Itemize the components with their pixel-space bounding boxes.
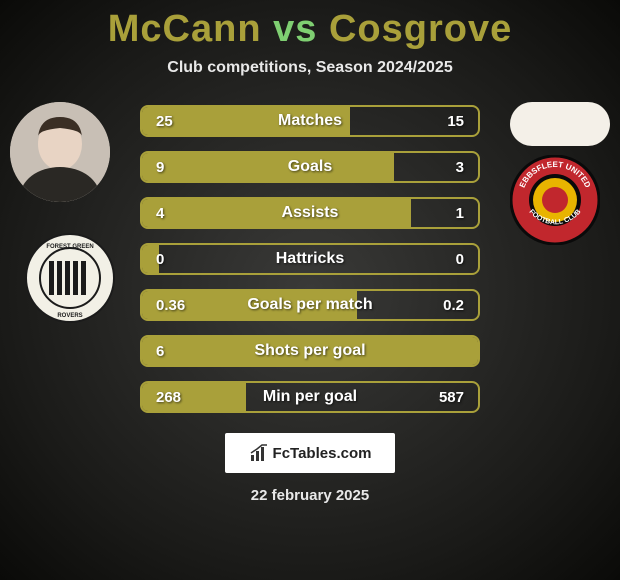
stat-right-value: 3 — [418, 159, 478, 176]
chart-icon — [249, 443, 269, 463]
stat-left-value: 6 — [142, 343, 202, 360]
subtitle: Club competitions, Season 2024/2025 — [0, 59, 620, 77]
fctables-label: FcTables.com — [273, 445, 372, 462]
stat-left-value: 0.36 — [142, 297, 202, 314]
player2-name: Cosgrove — [329, 8, 512, 50]
stat-row: 4Assists1 — [140, 197, 480, 229]
vs-text: vs — [273, 8, 317, 50]
stat-label: Matches — [202, 112, 418, 130]
stat-row: 9Goals3 — [140, 151, 480, 183]
stats-area: FOREST GREEN ROVERS EBBSFLEET UNITED FOO… — [0, 105, 620, 413]
stat-left-value: 0 — [142, 251, 202, 268]
club-badge-icon: FOREST GREEN ROVERS — [25, 233, 115, 323]
stat-label: Hattricks — [202, 250, 418, 268]
stat-label: Goals — [202, 158, 418, 176]
stat-label: Goals per match — [202, 296, 418, 314]
player2-avatar — [510, 102, 610, 146]
stat-left-value: 25 — [142, 113, 202, 130]
player2-club-badge: EBBSFLEET UNITED FOOTBALL CLUB — [510, 155, 600, 245]
stat-label: Assists — [202, 204, 418, 222]
stat-label: Shots per goal — [202, 342, 418, 360]
player1-club-badge: FOREST GREEN ROVERS — [25, 233, 115, 323]
club-badge-icon: EBBSFLEET UNITED FOOTBALL CLUB — [510, 155, 600, 245]
stat-label: Min per goal — [202, 388, 418, 406]
footer-date: 22 february 2025 — [0, 487, 620, 504]
stat-right-value: 1 — [418, 205, 478, 222]
stat-right-value: 0.2 — [418, 297, 478, 314]
fctables-logo[interactable]: FcTables.com — [225, 433, 395, 473]
person-icon — [10, 102, 110, 202]
stat-left-value: 4 — [142, 205, 202, 222]
stat-row: 268Min per goal587 — [140, 381, 480, 413]
comparison-title: McCann vs Cosgrove — [0, 0, 620, 51]
stat-row: 25Matches15 — [140, 105, 480, 137]
stat-row: 0Hattricks0 — [140, 243, 480, 275]
stat-row: 0.36Goals per match0.2 — [140, 289, 480, 321]
stat-right-value: 0 — [418, 251, 478, 268]
stat-left-value: 268 — [142, 389, 202, 406]
svg-text:ROVERS: ROVERS — [57, 313, 82, 319]
player1-name: McCann — [108, 8, 262, 50]
stat-row: 6Shots per goal — [140, 335, 480, 367]
stat-left-value: 9 — [142, 159, 202, 176]
svg-text:FOREST GREEN: FOREST GREEN — [46, 244, 93, 250]
stat-right-value: 15 — [418, 113, 478, 130]
stat-right-value: 587 — [418, 389, 478, 406]
player1-avatar — [10, 102, 110, 202]
